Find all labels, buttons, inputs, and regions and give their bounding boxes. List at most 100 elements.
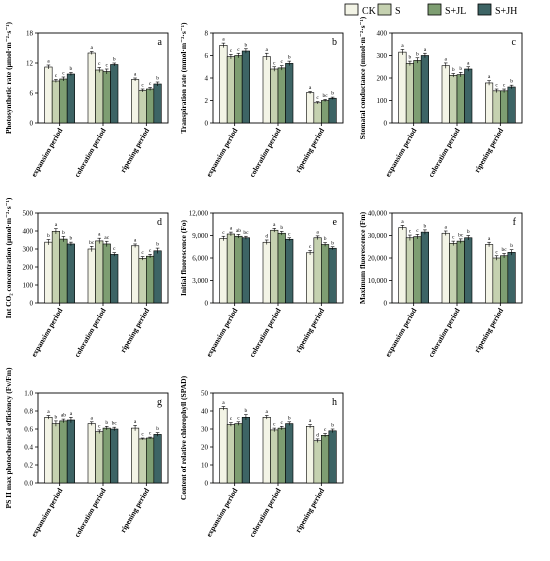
y-axis-label: Transpiration rate (mmol·m⁻²·s⁻¹)	[179, 22, 188, 134]
significance-letter: b	[409, 55, 412, 61]
x-tick-label: coloration period	[72, 486, 108, 539]
bar-ck	[306, 252, 315, 304]
significance-letter: a	[230, 226, 233, 232]
y-tick-label: 400	[377, 30, 388, 38]
y-axis-label: Initial fluorescence (Fo)	[179, 219, 188, 296]
bar-s-jl	[234, 235, 243, 304]
y-tick-label: 200	[377, 75, 388, 83]
bar-s-jh	[153, 434, 162, 484]
bar-s-jl	[234, 423, 243, 484]
y-tick-label: 300	[377, 52, 388, 60]
y-tick-label: 2	[205, 97, 209, 105]
bar-ck	[131, 245, 140, 304]
bar-s	[270, 68, 279, 124]
bar-s-jh	[328, 430, 337, 484]
significance-letter: c	[281, 420, 284, 426]
bar-s-jl	[500, 90, 509, 124]
x-tick-label: expansion period	[204, 306, 240, 359]
bar-s	[95, 431, 104, 484]
bar-s-jl	[413, 236, 422, 304]
bar-ck	[219, 238, 228, 304]
panel-letter: f	[513, 217, 517, 228]
significance-letter: a	[266, 409, 269, 415]
bar-s	[226, 233, 235, 304]
bar-ck	[44, 66, 53, 124]
significance-letter: a	[91, 45, 94, 51]
significance-letter: c	[452, 235, 455, 241]
significance-letter: b	[156, 76, 159, 82]
legend: CK S S+JL S+JH	[344, 3, 517, 17]
significance-letter: c	[149, 248, 152, 254]
bar-ck	[87, 248, 96, 304]
bar-s-jh	[153, 250, 162, 304]
significance-letter: a	[316, 229, 319, 235]
panel-letter: g	[157, 397, 162, 408]
bar-s	[270, 429, 279, 484]
bar-s-jl	[321, 100, 330, 124]
bar-s	[405, 237, 414, 304]
significance-letter: b	[331, 423, 334, 429]
significance-letter: c	[141, 432, 144, 438]
significance-letter: a	[266, 47, 269, 53]
legend-label-2: S+JL	[445, 6, 466, 17]
x-tick-label: coloration period	[426, 306, 462, 359]
panel-b: 0 2 4 6 8 Transpiration rate (mmol·m⁻²·s⁻¹) b a…	[179, 22, 344, 179]
y-tick-label: 0	[205, 120, 209, 128]
y-tick-label: 0	[205, 480, 209, 488]
significance-letter: c	[141, 250, 144, 256]
bar-ck	[485, 82, 494, 124]
significance-letter: b	[62, 230, 65, 236]
x-tick-label: ripening period	[118, 126, 151, 174]
y-tick-label: 6	[30, 90, 34, 98]
significance-letter: a	[55, 222, 58, 228]
bar-s	[492, 257, 501, 304]
y-tick-label: 0	[30, 120, 34, 128]
x-tick-label: ripening period	[293, 486, 326, 534]
bar-s-jh	[285, 238, 294, 304]
significance-letter: b	[467, 229, 470, 235]
bar-s	[95, 69, 104, 124]
significance-letter: a	[134, 237, 137, 243]
significance-letter: c	[309, 244, 312, 250]
significance-letter: a	[401, 219, 404, 225]
bar-ck	[219, 45, 228, 124]
significance-letter: a	[424, 47, 427, 53]
bar-s	[138, 258, 147, 304]
bar-s-jh	[66, 419, 75, 484]
y-tick-label: 10	[201, 462, 209, 470]
x-tick-label: coloration period	[247, 486, 283, 539]
panel-letter: h	[332, 397, 337, 408]
y-tick-label: 12	[26, 60, 34, 68]
x-tick-label: coloration period	[426, 126, 462, 179]
significance-letter: a	[222, 400, 225, 406]
bar-s-jl	[59, 420, 68, 484]
significance-letter: b	[288, 415, 291, 421]
x-tick-label: ripening period	[118, 306, 151, 354]
y-axis-label: Maximum fluorescence (Fm)	[358, 211, 367, 304]
significance-letter: b	[70, 66, 73, 72]
legend-swatch-0	[344, 3, 359, 16]
y-tick-label: 8	[205, 30, 209, 38]
significance-letter: b	[47, 233, 50, 239]
significance-letter: b	[424, 223, 427, 229]
bar-s-jl	[146, 255, 155, 304]
bar-s-jh	[464, 237, 473, 304]
significance-letter: b	[331, 240, 334, 246]
bar-s-jh	[285, 423, 294, 484]
bar-ck	[87, 423, 96, 484]
y-tick-label: 0.0	[24, 480, 33, 488]
y-tick-label: 30	[201, 426, 209, 434]
panel-d: 0 100 200 300 400 500 Int CO₂ concentration (μ…	[4, 197, 169, 359]
bar-s-jl	[277, 232, 286, 304]
bar-s	[51, 423, 60, 484]
significance-letter: c	[230, 416, 233, 422]
significance-letter: c	[237, 415, 240, 421]
bar-s-jl	[277, 67, 286, 124]
y-tick-label: 30,000	[368, 232, 388, 240]
x-tick-label: ripening period	[293, 126, 326, 174]
bar-s-jl	[321, 434, 330, 484]
significance-letter: b	[459, 66, 462, 72]
y-tick-label: 0	[384, 300, 388, 308]
x-tick-label: expansion period	[29, 306, 65, 359]
